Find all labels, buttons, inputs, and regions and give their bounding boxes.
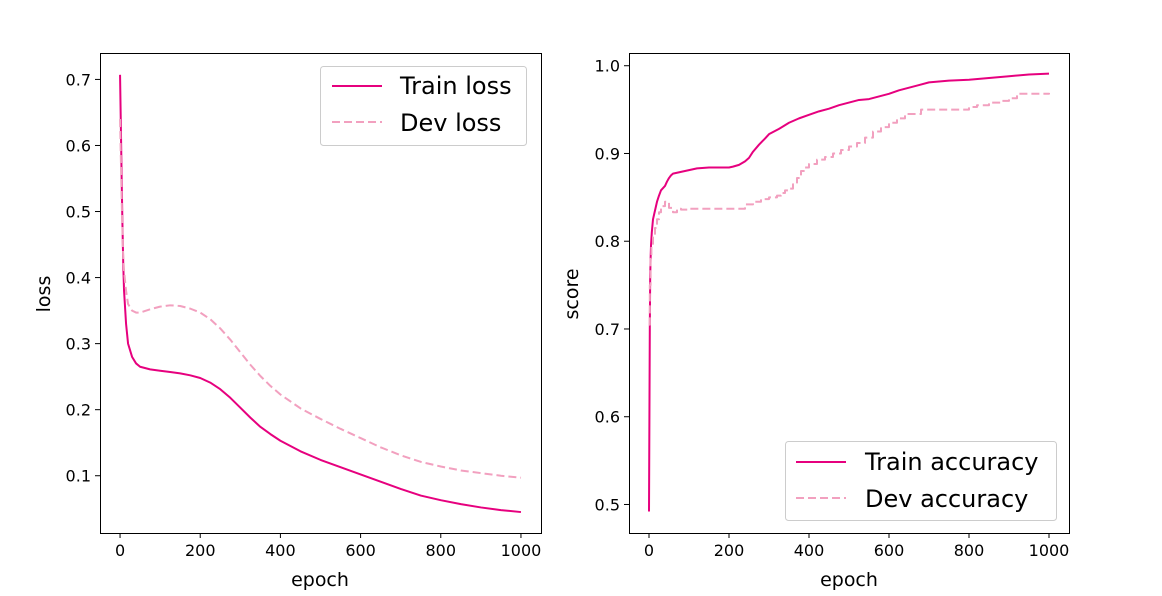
loss-y-tick-label: 0.4 — [66, 269, 91, 288]
loss-y-tick: 0.7 — [66, 70, 100, 89]
score-legend: Train accuracy Dev accuracy — [785, 441, 1057, 521]
loss-x-tick: 600 — [345, 533, 376, 560]
score-x-tick-label: 400 — [794, 541, 825, 560]
loss-x-tick-label: 800 — [425, 541, 456, 560]
loss-y-tick: 0.5 — [66, 203, 100, 222]
loss-plot-frame — [100, 53, 542, 534]
loss-series-group — [119, 74, 522, 514]
loss-y-tick: 0.2 — [66, 401, 100, 420]
score-series-train-accuracy — [648, 72, 1050, 512]
score-x-tick-label: 200 — [714, 541, 745, 560]
score-x-tick-label: 800 — [954, 541, 985, 560]
score-y-tick: 1.0 — [595, 57, 629, 76]
loss-y-tick-label: 0.7 — [66, 70, 91, 89]
legend-label-train-accuracy: Train accuracy — [864, 448, 1039, 476]
loss-y-tick-label: 0.5 — [66, 203, 91, 222]
score-y-tick-label: 0.7 — [595, 320, 620, 339]
loss-y-tick: 0.6 — [66, 136, 100, 155]
score-y-tick-label: 1.0 — [595, 57, 620, 76]
score-x-tick: 800 — [954, 533, 985, 560]
score-x-tick-label: 1000 — [1029, 541, 1070, 560]
loss-x-tick-label: 200 — [185, 541, 216, 560]
loss-series-train-loss — [119, 74, 522, 514]
loss-legend: Train loss Dev loss — [320, 66, 527, 146]
score-plot-frame — [629, 53, 1070, 534]
score-x-tick: 200 — [714, 533, 745, 560]
score-y-tick: 0.9 — [595, 144, 629, 163]
score-y-ticks: 0.5 0.6 0.7 0.8 0.9 1.0 — [595, 57, 629, 514]
loss-y-tick-label: 0.2 — [66, 401, 91, 420]
loss-x-tick: 400 — [265, 533, 296, 560]
score-x-tick: 0 — [644, 533, 654, 560]
score-y-tick: 0.7 — [595, 320, 629, 339]
score-x-tick: 400 — [794, 533, 825, 560]
loss-y-tick: 0.1 — [66, 467, 100, 486]
loss-x-tick-label: 400 — [265, 541, 296, 560]
score-x-tick: 1000 — [1029, 533, 1070, 560]
loss-y-ticks: 0.1 0.2 0.3 0.4 0.5 0.6 0.7 — [66, 70, 100, 486]
score-chart: 0 200 400 600 800 1000 0.5 0.6 0.7 0.8 0… — [561, 53, 1070, 591]
score-x-tick-label: 0 — [644, 541, 654, 560]
score-y-tick-label: 0.8 — [595, 232, 620, 251]
score-y-tick-label: 0.5 — [595, 495, 620, 514]
loss-y-axis-label: loss — [33, 276, 55, 313]
score-y-tick: 0.6 — [595, 408, 629, 427]
score-x-ticks: 0 200 400 600 800 1000 — [644, 533, 1069, 560]
loss-y-tick-label: 0.6 — [66, 136, 91, 155]
loss-x-ticks: 0 200 400 600 800 1000 — [115, 533, 541, 560]
loss-series-dev-loss — [119, 119, 522, 479]
legend-label-train-loss: Train loss — [399, 72, 512, 100]
loss-y-tick: 0.4 — [66, 269, 100, 288]
loss-x-tick: 200 — [185, 533, 216, 560]
loss-y-tick: 0.3 — [66, 335, 100, 354]
loss-x-tick-label: 600 — [345, 541, 376, 560]
legend-label-dev-accuracy: Dev accuracy — [865, 485, 1028, 513]
loss-x-tick-label: 0 — [115, 541, 125, 560]
score-x-tick-label: 600 — [874, 541, 905, 560]
loss-x-tick: 0 — [115, 533, 125, 560]
loss-x-tick: 1000 — [501, 533, 542, 560]
score-y-tick-label: 0.9 — [595, 144, 620, 163]
loss-x-axis-label: epoch — [291, 569, 349, 591]
loss-x-tick: 800 — [425, 533, 456, 560]
score-legend-frame — [785, 441, 1057, 521]
score-y-tick: 0.8 — [595, 232, 629, 251]
score-y-axis-label: score — [561, 268, 583, 319]
score-x-axis-label: epoch — [820, 569, 878, 591]
loss-y-tick-label: 0.3 — [66, 335, 91, 354]
score-y-tick: 0.5 — [595, 495, 629, 514]
legend-label-dev-loss: Dev loss — [400, 109, 501, 137]
score-series-group — [648, 72, 1050, 512]
score-x-tick: 600 — [874, 533, 905, 560]
loss-chart: 0 200 400 600 800 1000 0.1 0.2 0.3 0.4 0… — [33, 53, 542, 591]
score-y-tick-label: 0.6 — [595, 408, 620, 427]
loss-y-tick-label: 0.1 — [66, 467, 91, 486]
loss-x-tick-label: 1000 — [501, 541, 542, 560]
